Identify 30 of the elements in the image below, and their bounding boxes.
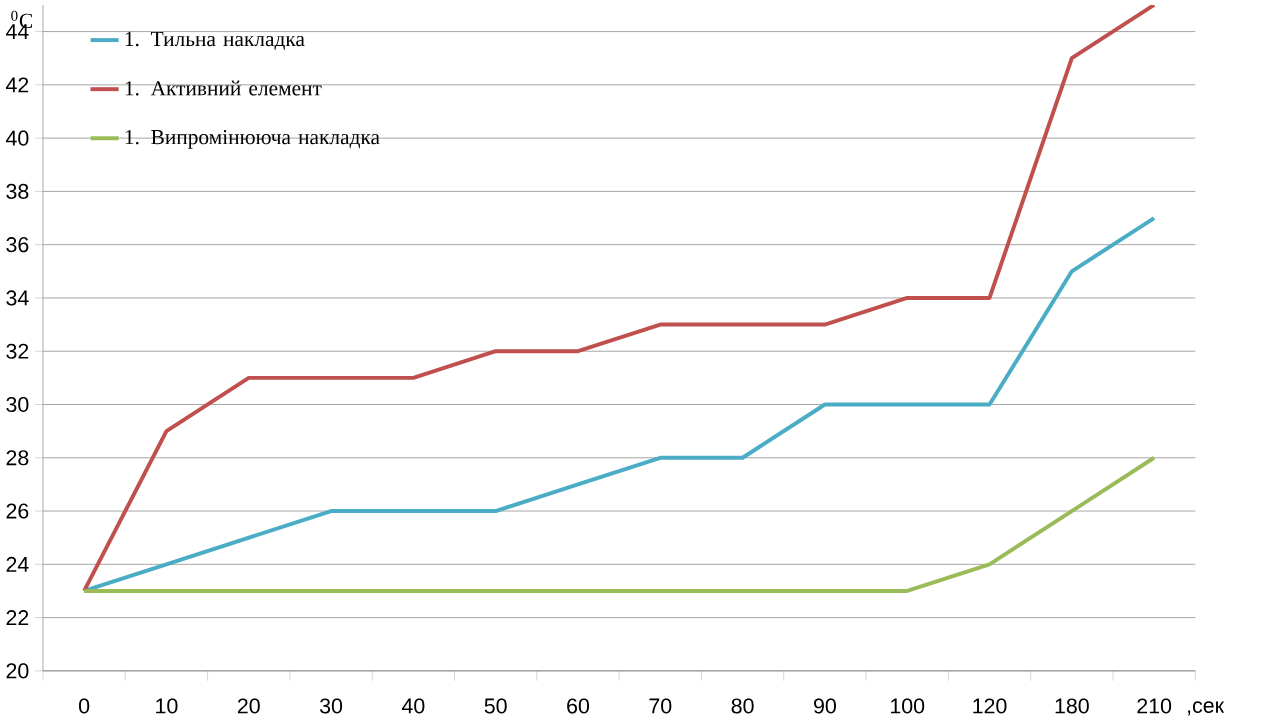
y-tick-label: 36 (6, 237, 29, 253)
y-tick-label: 40 (5, 130, 29, 146)
x-tick-label: 90 (814, 698, 836, 714)
x-tick-label: 60 (567, 698, 590, 714)
x-tick-label: 100 (891, 698, 925, 714)
legend-label: 1. Випромінююча накладка (125, 129, 380, 149)
x-tick-label: 80 (731, 698, 754, 714)
y-tick-label: 32 (6, 343, 29, 359)
legend-label: 1. Активний елемент (125, 80, 322, 96)
x-tick-label: 210 (1137, 698, 1172, 714)
y-tick-label: 22 (6, 610, 29, 625)
y-tick-label: 30 (6, 396, 29, 412)
y-tick-label: 20 (6, 663, 29, 679)
x-tick-label: 50 (484, 698, 507, 714)
y-tick-label: 42 (5, 77, 29, 93)
y-tick-label: 38 (6, 183, 29, 199)
x-tick-label: 20 (237, 698, 260, 714)
x-tick-label: 70 (649, 698, 672, 714)
legend-label: 1. Тильна накладка (125, 31, 305, 50)
x-tick-label: 40 (401, 698, 425, 714)
x-axis-title: ,сек (1188, 701, 1225, 716)
x-tick-label: 0 (79, 698, 90, 714)
y-tick-label: 34 (6, 290, 29, 306)
x-tick-label: 10 (156, 698, 178, 714)
y-tick-label: 24 (6, 556, 29, 572)
x-tick-label: 30 (319, 698, 343, 714)
x-tick-label: 120 (973, 698, 1007, 714)
x-tick-label: 180 (1055, 698, 1089, 714)
y-tick-label: 28 (6, 450, 29, 466)
y-tick-label: 26 (6, 503, 29, 519)
